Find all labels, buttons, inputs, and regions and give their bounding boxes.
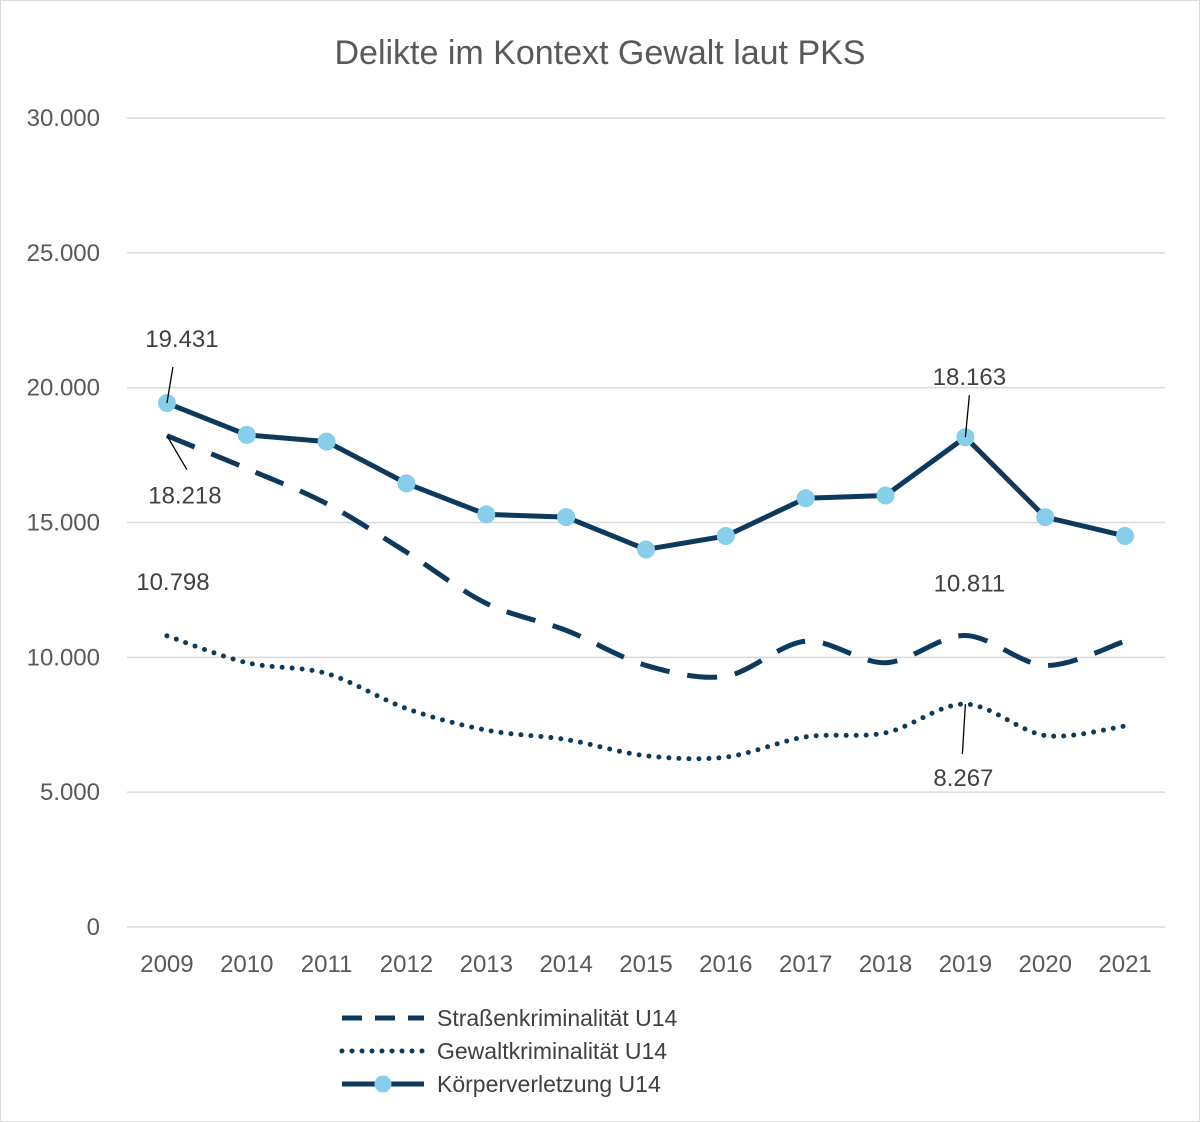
- data-label: 10.811: [934, 570, 1006, 597]
- series-line-gewaltkriminalität-u14: [164, 633, 1128, 762]
- x-tick-label: 2010: [220, 951, 273, 978]
- x-tick-label: 2017: [779, 951, 832, 978]
- leader-line: [964, 395, 971, 438]
- legend-label: Gewaltkriminalität U14: [437, 1038, 667, 1064]
- data-point: [477, 505, 496, 524]
- data-label: 19.431: [145, 326, 218, 353]
- chart-title: Delikte im Kontext Gewalt laut PKS: [334, 34, 865, 72]
- x-tick-label: 2021: [1098, 951, 1151, 978]
- y-tick-label: 15.000: [27, 510, 100, 537]
- series-line-straßenkriminalität-u14: [165, 433, 1126, 680]
- data-point: [637, 540, 655, 559]
- x-tick-label: 2018: [859, 951, 912, 978]
- data-label: 18.218: [148, 483, 221, 510]
- data-point: [237, 425, 256, 444]
- legend: Straßenkriminalität U14 Gewaltkriminalitä…: [339, 1005, 678, 1097]
- y-tick-label: 0: [87, 914, 100, 941]
- x-tick-label: 2012: [380, 951, 433, 978]
- data-label: 10.798: [136, 569, 209, 596]
- data-point: [557, 508, 576, 527]
- gridlines: [127, 117, 1165, 928]
- data-point: [796, 489, 815, 508]
- data-labels: 19.431 18.218 10.798 18.163 10.811 8.267: [136, 326, 1006, 792]
- x-tick-label: 2020: [1019, 951, 1072, 978]
- data-label: 18.163: [933, 364, 1006, 391]
- x-tick-label: 2011: [301, 951, 353, 978]
- data-label: 8.267: [933, 765, 993, 792]
- leader-line: [961, 704, 967, 755]
- series-line-körperverletzung-u14: [165, 400, 1126, 552]
- y-axis-ticks: 0 5.000 10.000 15.000 20.000 25.000 30.000: [27, 105, 100, 941]
- leader-line: [166, 435, 188, 471]
- x-tick-label: 2016: [699, 951, 752, 978]
- x-tick-label: 2013: [460, 951, 513, 978]
- x-tick-label: 2009: [140, 951, 193, 978]
- data-point: [1036, 508, 1055, 527]
- y-tick-label: 20.000: [27, 375, 100, 402]
- x-tick-label: 2015: [619, 951, 672, 978]
- data-point: [1116, 526, 1135, 545]
- data-point: [716, 526, 735, 545]
- legend-marker: [374, 1075, 392, 1093]
- y-tick-label: 30.000: [27, 105, 100, 132]
- x-axis-ticks: 2009 2010 2011 2012 2013 2014 2015 2016 2017 2018…: [140, 951, 1152, 978]
- x-tick-label: 2019: [939, 951, 992, 978]
- y-tick-label: 10.000: [27, 644, 100, 671]
- data-point: [397, 474, 416, 493]
- y-tick-label: 25.000: [27, 240, 100, 267]
- legend-label: Straßenkriminalität U14: [437, 1005, 678, 1031]
- x-tick-label: 2014: [539, 951, 592, 978]
- data-point: [876, 486, 895, 505]
- y-tick-label: 5.000: [40, 779, 100, 806]
- data-point: [317, 432, 336, 451]
- leader-line: [166, 366, 174, 404]
- legend-label: Körperverletzung U14: [437, 1071, 661, 1097]
